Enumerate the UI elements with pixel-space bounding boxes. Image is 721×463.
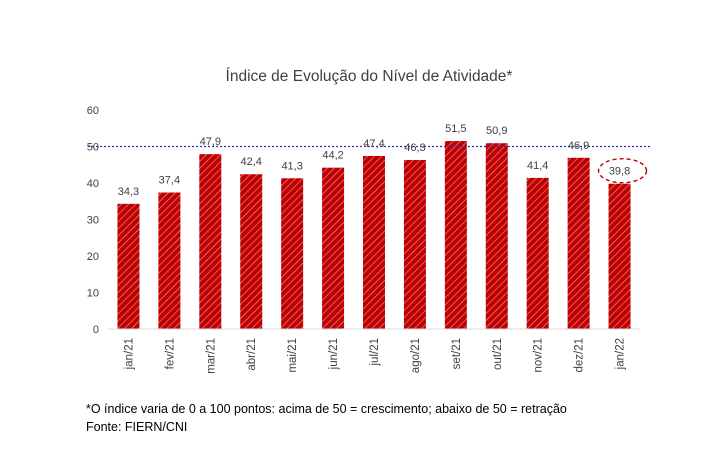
data-label: 39,8 xyxy=(609,166,630,178)
bar xyxy=(526,177,549,329)
highlight-ellipse xyxy=(597,158,648,184)
bar xyxy=(608,183,631,329)
bar-chart: Índice de Evolução do Nível de Atividade… xyxy=(87,68,650,374)
y-tick-label: 0 xyxy=(93,324,99,336)
data-label: 46,9 xyxy=(568,140,589,152)
bar xyxy=(485,143,508,329)
x-tick-label: fev/21 xyxy=(164,338,176,369)
data-label: 41,4 xyxy=(527,160,548,172)
x-tick-label: set/21 xyxy=(451,338,463,369)
x-tick-label: mai/21 xyxy=(287,338,299,373)
bar xyxy=(117,203,140,329)
data-label: 46,3 xyxy=(404,142,425,154)
y-tick-label: 30 xyxy=(87,215,99,227)
x-tick-label: jan/21 xyxy=(123,338,135,370)
data-label: 34,3 xyxy=(118,186,139,198)
data-label: 44,2 xyxy=(322,150,343,162)
data-label: 47,9 xyxy=(200,136,221,148)
bar xyxy=(363,155,385,329)
x-tick-label: dez/21 xyxy=(574,338,586,373)
y-tick-label: 20 xyxy=(87,251,99,263)
data-label: 41,3 xyxy=(281,160,302,172)
data-label: 50,9 xyxy=(486,125,507,137)
y-tick-label: 60 xyxy=(87,105,99,117)
footnote-source: Fonte: FIERN/CNI xyxy=(86,420,188,434)
y-tick-label: 10 xyxy=(87,288,99,300)
footnote-scale-note: *O índice varia de 0 a 100 pontos: acima… xyxy=(86,402,567,416)
y-axis: 0 10 20 30 40 50 60 xyxy=(87,105,99,336)
y-tick-label: 40 xyxy=(87,178,99,190)
x-tick-label: jun/21 xyxy=(328,338,340,370)
bar xyxy=(403,160,426,329)
x-tick-label: out/21 xyxy=(492,338,504,370)
bar xyxy=(281,178,304,329)
data-label: 47,4 xyxy=(363,138,384,150)
bar xyxy=(567,157,590,329)
chart-title: Índice de Evolução do Nível de Atividade… xyxy=(226,68,513,85)
bar xyxy=(199,154,222,329)
data-label: 42,4 xyxy=(241,156,262,168)
bar xyxy=(240,174,263,329)
x-tick-label: ago/21 xyxy=(410,338,422,373)
data-label: 37,4 xyxy=(159,174,180,186)
x-tick-label: jul/21 xyxy=(369,338,381,367)
bar xyxy=(444,141,467,329)
bar xyxy=(322,167,345,329)
x-axis: jan/21 fev/21 mar/21 abr/21 mai/21 jun/21 jul/… xyxy=(108,328,640,374)
value-labels-group: 34,3 37,4 47,9 42,4 41,3 44,2 47,4 46,3 51,5 50,9… xyxy=(118,123,648,198)
y-tick-label: 50 xyxy=(87,142,99,154)
x-tick-label: abr/21 xyxy=(246,338,258,371)
bar xyxy=(158,192,181,329)
x-tick-label: nov/21 xyxy=(533,338,545,373)
x-tick-label: jan/22 xyxy=(615,338,627,370)
x-tick-label: mar/21 xyxy=(205,338,217,374)
data-label: 51,5 xyxy=(445,123,466,135)
bars-group xyxy=(117,141,631,329)
